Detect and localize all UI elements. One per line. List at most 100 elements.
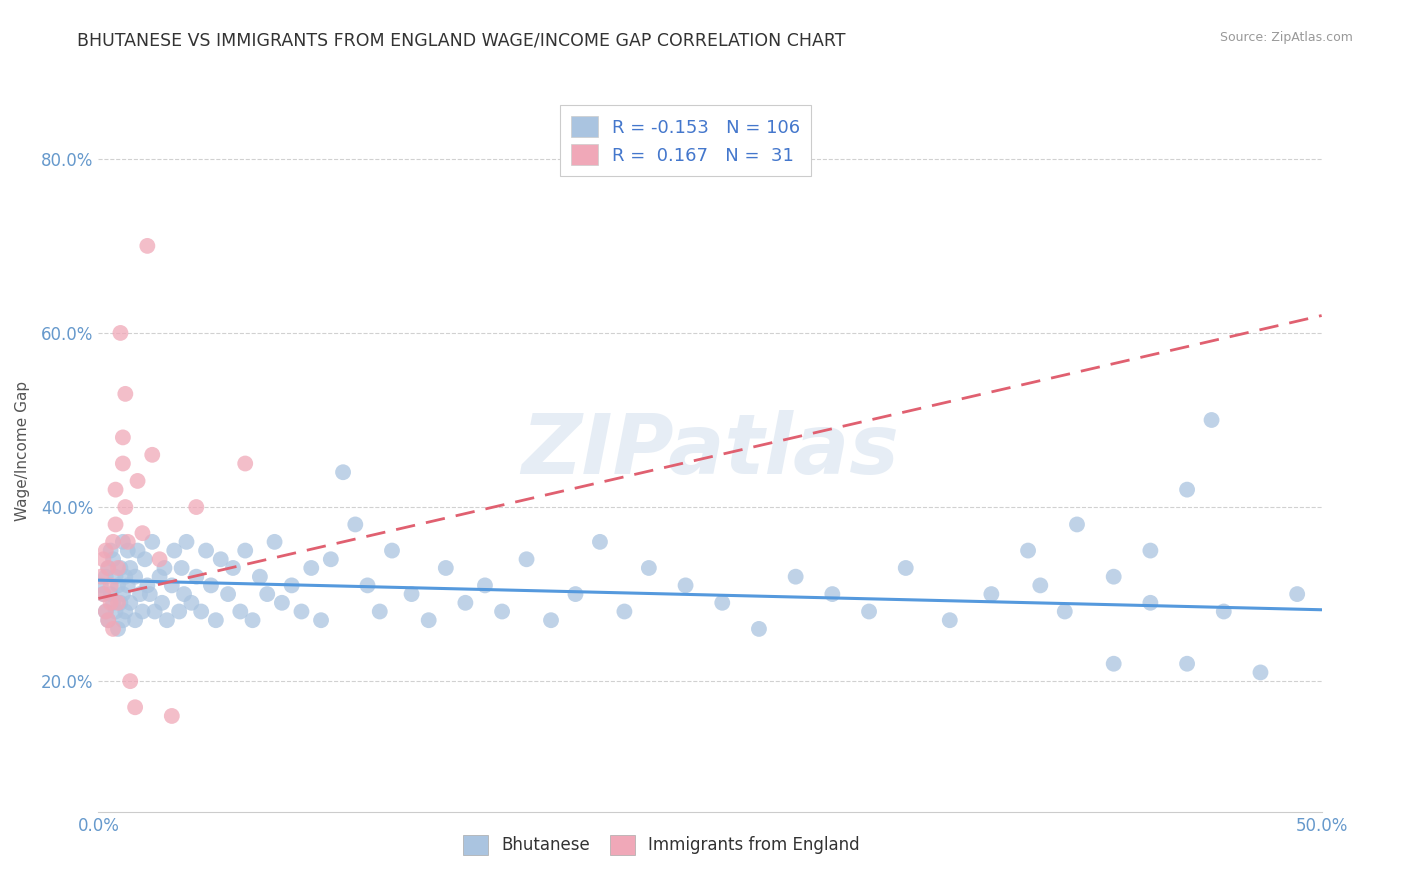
Point [120, 674, 142, 689]
Point [821, 587, 844, 601]
Point [270, 596, 294, 610]
Point [1102, 570, 1125, 584]
Point [1175, 657, 1198, 671]
Point [1029, 578, 1052, 592]
Point [540, 613, 562, 627]
Point [111, 534, 134, 549]
Point [858, 605, 880, 619]
Point [894, 561, 917, 575]
Point [149, 552, 172, 566]
Point [91, 552, 114, 566]
Point [104, 483, 127, 497]
Point [200, 578, 222, 592]
Point [491, 605, 513, 619]
Point [589, 534, 612, 549]
Point [139, 587, 162, 601]
Point [1286, 587, 1309, 601]
Point [675, 578, 697, 592]
Legend: Bhutanese, Immigrants from England: Bhutanese, Immigrants from England [456, 829, 866, 861]
Point [613, 605, 636, 619]
Point [401, 587, 423, 601]
Point [131, 605, 153, 619]
Point [117, 578, 139, 592]
Point [195, 543, 218, 558]
Point [97, 613, 120, 627]
Point [156, 613, 179, 627]
Point [114, 605, 136, 619]
Point [107, 622, 129, 636]
Point [107, 578, 129, 592]
Point [114, 570, 136, 584]
Point [309, 613, 332, 627]
Point [637, 561, 661, 575]
Point [711, 596, 734, 610]
Point [129, 587, 152, 601]
Text: BHUTANESE VS IMMIGRANTS FROM ENGLAND WAGE/INCOME GAP CORRELATION CHART: BHUTANESE VS IMMIGRANTS FROM ENGLAND WAG… [77, 31, 846, 49]
Point [1053, 605, 1076, 619]
Point [233, 457, 256, 471]
Point [229, 605, 252, 619]
Point [368, 605, 391, 619]
Point [120, 596, 142, 610]
Point [114, 387, 136, 401]
Point [97, 561, 120, 575]
Point [101, 552, 124, 566]
Point [190, 605, 212, 619]
Point [242, 613, 264, 627]
Point [1201, 413, 1223, 427]
Point [117, 543, 139, 558]
Point [290, 605, 312, 619]
Point [222, 561, 245, 575]
Point [136, 239, 159, 253]
Point [1175, 483, 1198, 497]
Point [1139, 596, 1161, 610]
Point [107, 596, 129, 610]
Point [114, 500, 136, 514]
Point [97, 613, 120, 627]
Point [111, 457, 134, 471]
Point [160, 709, 183, 723]
Point [785, 570, 807, 584]
Point [90, 578, 112, 592]
Point [107, 561, 129, 575]
Point [104, 605, 127, 619]
Point [104, 517, 127, 532]
Point [280, 578, 302, 592]
Point [90, 570, 112, 584]
Point [256, 587, 278, 601]
Point [163, 543, 186, 558]
Point [939, 613, 962, 627]
Point [91, 587, 114, 601]
Point [131, 526, 153, 541]
Point [124, 570, 146, 584]
Point [1249, 665, 1271, 680]
Point [111, 613, 134, 627]
Point [1212, 605, 1234, 619]
Point [141, 448, 163, 462]
Point [120, 561, 142, 575]
Text: Source: ZipAtlas.com: Source: ZipAtlas.com [1219, 31, 1353, 45]
Point [515, 552, 537, 566]
Point [101, 596, 124, 610]
Point [418, 613, 440, 627]
Point [110, 326, 132, 340]
Point [434, 561, 457, 575]
Point [91, 587, 114, 601]
Point [381, 543, 404, 558]
Point [141, 534, 163, 549]
Point [263, 534, 285, 549]
Point [104, 570, 127, 584]
Point [209, 552, 232, 566]
Point [1139, 543, 1161, 558]
Point [332, 465, 354, 479]
Point [319, 552, 342, 566]
Text: ZIPatlas: ZIPatlas [522, 410, 898, 491]
Point [249, 570, 271, 584]
Y-axis label: Wage/Income Gap: Wage/Income Gap [15, 380, 30, 521]
Point [127, 543, 149, 558]
Point [134, 552, 156, 566]
Point [474, 578, 496, 592]
Point [111, 587, 134, 601]
Point [124, 613, 146, 627]
Point [564, 587, 586, 601]
